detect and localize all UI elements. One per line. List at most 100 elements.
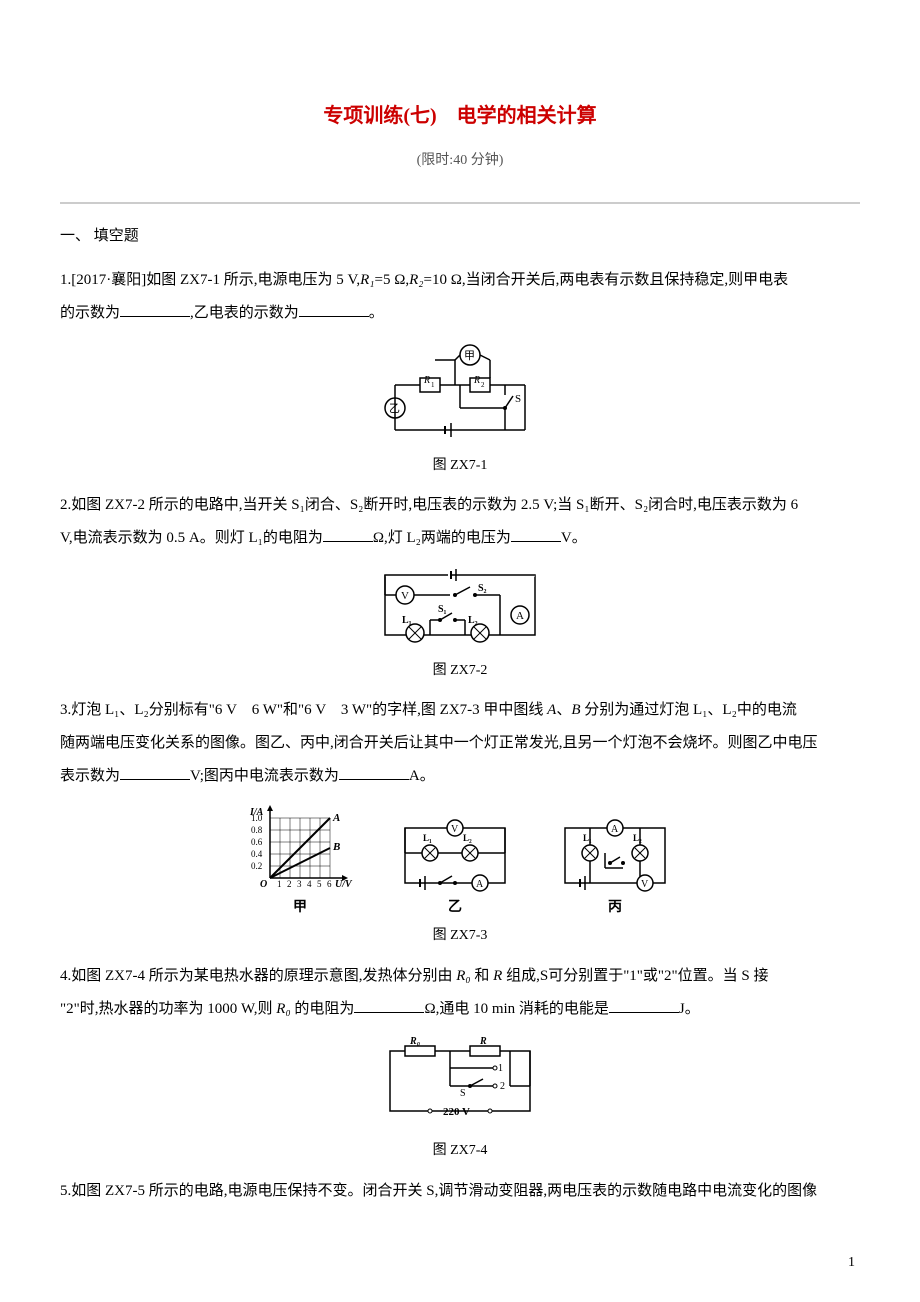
subfig-yi: V L₁ L₂ (395, 813, 515, 919)
svg-text:L₂: L₂ (463, 833, 472, 843)
page-title: 专项训练(七) 电学的相关计算 (60, 100, 860, 132)
svg-text:L₁: L₁ (423, 833, 432, 843)
svg-text:A: A (476, 879, 484, 890)
svg-text:A: A (611, 824, 619, 835)
question-3: 3.灯泡 L₁、L₂分别标有"6 V 6 W"和"6 V 3 W"的字样,图 Z… (60, 694, 860, 793)
svg-text:0.6: 0.6 (251, 837, 263, 847)
question-1: 1.[2017·襄阳]如图 ZX7-1 所示,电源电压为 5 V,R₁=5 Ω,… (60, 264, 860, 330)
blank (609, 998, 679, 1013)
q3-B: B (571, 702, 584, 718)
figure-zx7-3: A B I/A 1.0 0.8 0.6 0.4 0.2 O 1 2 3 4 5 … (60, 803, 860, 948)
blank (120, 765, 190, 780)
q1-line2c: 。 (369, 305, 384, 321)
q4-d: J。 (679, 1001, 700, 1017)
caption-zx7-1: 图 ZX7-1 (60, 455, 860, 477)
q3-mid: 、 (556, 702, 571, 718)
q4-r0: R₀ (456, 968, 474, 984)
time-limit: (限时:40 分钟) (60, 150, 860, 172)
svg-text:2: 2 (500, 1081, 505, 1092)
svg-text:V: V (401, 590, 409, 602)
svg-text:R: R (479, 1036, 487, 1047)
subfig-label-bing: 丙 (608, 897, 622, 919)
q4-amid: 和 (474, 968, 493, 984)
q4-a: 4.如图 ZX7-4 所示为某 (60, 968, 209, 984)
q3-A: A (547, 702, 556, 718)
figure-zx7-1: R 1 R 2 甲 乙 S 图 ZX7-1 (60, 340, 860, 477)
svg-text:4: 4 (307, 879, 312, 889)
blank (120, 302, 190, 317)
svg-text:L₁: L₁ (402, 615, 412, 626)
svg-text:甲: 甲 (464, 350, 475, 362)
q1-r1v: =5 Ω, (375, 272, 410, 288)
q4-r0b: R₀ (276, 1001, 294, 1017)
svg-text:S₂: S₂ (478, 583, 487, 594)
svg-text:S: S (515, 393, 521, 405)
subfig-label-yi: 乙 (448, 897, 462, 919)
figure-zx7-4: R₀ R 1 S 2 220 V 图 ZX7-4 (60, 1036, 860, 1163)
caption-zx7-4: 图 ZX7-4 (60, 1140, 860, 1162)
svg-text:1.0: 1.0 (251, 813, 263, 823)
svg-text:R₀: R₀ (409, 1036, 421, 1047)
q1-prefix: 1.[2017·襄阳]如图 ZX7-1 所示,电源电压为 5 V, (60, 272, 360, 288)
divider (60, 202, 860, 204)
blank (339, 765, 409, 780)
q1-line2a: 的示数为 (60, 305, 120, 321)
q3-b: 随两端电压变化关系的图像。图乙、丙中,闭合开关后让其中一个灯正常发光,且另一个灯… (60, 735, 818, 751)
q2-d: V。 (561, 530, 587, 546)
q4-aend: 组成,S (506, 968, 548, 984)
svg-text:B: B (332, 841, 340, 853)
caption-zx7-2: 图 ZX7-2 (60, 660, 860, 682)
blank (354, 998, 424, 1013)
svg-text:2: 2 (287, 879, 292, 889)
svg-text:乙: 乙 (389, 402, 400, 415)
blank (511, 527, 561, 542)
q2-b: V,电流表示数为 0.5 A。则灯 L₁的电阻为 (60, 530, 323, 546)
q4-b2: 的电阻为 (294, 1001, 354, 1017)
svg-text:5: 5 (317, 879, 322, 889)
q3-c: 表示数为 (60, 768, 120, 784)
q4-c: Ω,通电 10 min 消耗的电能是 (424, 1001, 608, 1017)
svg-text:S₁: S₁ (438, 604, 447, 615)
subfig-bing: A L₁ L₂ (555, 813, 675, 919)
blank (299, 302, 369, 317)
q3-e: A。 (409, 768, 435, 784)
svg-text:U/V: U/V (335, 879, 353, 890)
svg-text:R: R (473, 375, 480, 386)
q2-a: 2.如图 ZX7-2 所示的电路中,当开关 S₁闭合、S₂断开时,电压表的示数为… (60, 497, 798, 513)
q4-aend2: 可分别置于"1"或"2"位置。当 S 接 (548, 968, 768, 984)
question-2: 2.如图 ZX7-2 所示的电路中,当开关 S₁闭合、S₂断开时,电压表的示数为… (60, 489, 860, 555)
svg-text:3: 3 (297, 879, 302, 889)
svg-text:R: R (423, 375, 430, 386)
q2-c: Ω,灯 L₂两端的电压为 (373, 530, 511, 546)
svg-text:V: V (451, 824, 459, 835)
q4-r: R (493, 968, 506, 984)
svg-text:6: 6 (327, 879, 332, 889)
question-5: 5.如图 ZX7-5 所示的电路,电源电压保持不变。闭合开关 S,调节滑动变阻器… (60, 1175, 860, 1208)
blank (323, 527, 373, 542)
q4-b: "2"时,热水器的功率为 1000 W,则 (60, 1001, 276, 1017)
svg-text:220 V: 220 V (443, 1106, 470, 1118)
q1-r2: R₂ (409, 272, 423, 288)
q3-aend: 分别为通过灯泡 L₁、L₂中的电流 (584, 702, 797, 718)
subfig-label-jia: 甲 (293, 897, 307, 919)
svg-text:V: V (641, 879, 649, 890)
q3-a: 3.灯泡 L₁、L₂分别标有"6 V 6 W"和"6 V 3 W"的字样,图 Z… (60, 702, 547, 718)
caption-zx7-3: 图 ZX7-3 (60, 925, 860, 947)
svg-text:0.2: 0.2 (251, 861, 262, 871)
svg-text:1: 1 (498, 1063, 503, 1074)
svg-text:S: S (460, 1088, 466, 1099)
svg-text:0.8: 0.8 (251, 825, 263, 835)
q4-adot: 电热水器的原理示意图,发热体分别由 (209, 968, 457, 984)
q1-r1: R₁ (360, 272, 374, 288)
q5-text: 5.如图 ZX7-5 所示的电路,电源电压保持不变。闭合开关 S,调节滑动变阻器… (60, 1183, 817, 1199)
question-4: 4.如图 ZX7-4 所示为某电热水器的原理示意图,发热体分别由 R₀ 和 R … (60, 960, 860, 1026)
svg-text:1: 1 (277, 879, 282, 889)
subfig-jia: A B I/A 1.0 0.8 0.6 0.4 0.2 O 1 2 3 4 5 … (245, 803, 355, 919)
section-header: 一、 填空题 (60, 224, 860, 248)
figure-zx7-2: V S₂ A L₁ S₁ L₂ 图 ZX7-2 (60, 565, 860, 682)
page-number: 1 (848, 1252, 855, 1274)
svg-text:0.4: 0.4 (251, 849, 263, 859)
q1-line2b: ,乙电表的示数为 (190, 305, 299, 321)
q1-r2v: =10 Ω,当闭合开关后,两电表有示数且保持稳定,则甲电表 (424, 272, 789, 288)
svg-text:1: 1 (431, 381, 435, 389)
